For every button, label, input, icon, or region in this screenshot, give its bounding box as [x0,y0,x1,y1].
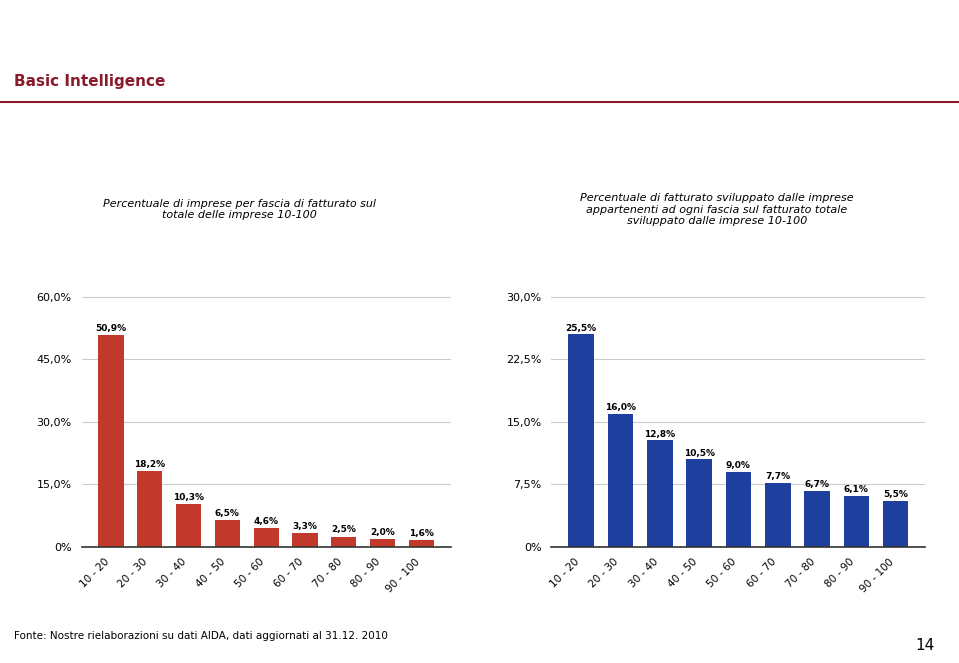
Text: 12,8%: 12,8% [644,430,675,439]
Text: 6,1%: 6,1% [844,485,869,495]
Text: Percentuale di fatturato sviluppato dalle imprese
appartenenti ad ogni fascia su: Percentuale di fatturato sviluppato dall… [580,193,854,226]
Bar [331,536,357,547]
Bar [99,335,124,547]
Text: Basic Intelligence: Basic Intelligence [14,74,166,90]
Bar [409,540,434,547]
Bar [370,538,395,547]
Text: 18,2%: 18,2% [134,460,165,469]
Bar [215,520,240,547]
Text: 9,0%: 9,0% [726,461,751,470]
Text: 7,7%: 7,7% [765,472,790,481]
Text: Fonte: Nostre rielaborazioni su dati AIDA, dati aggiornati al 31.12. 2010: Fonte: Nostre rielaborazioni su dati AID… [14,631,388,640]
Text: 1,6%: 1,6% [409,529,433,538]
Text: 25,5%: 25,5% [566,324,596,333]
Bar [292,533,317,547]
Bar [175,504,201,547]
Bar [253,528,279,547]
Text: 2,0%: 2,0% [370,528,395,536]
Text: Progetto strategico: basic intelligence, visione e posizionamenti: Progetto strategico: basic intelligence,… [14,26,619,44]
Bar [647,440,672,547]
Text: 10,5%: 10,5% [684,449,714,457]
Text: 4,6%: 4,6% [253,516,279,526]
Text: 6,7%: 6,7% [805,481,830,489]
Bar [687,459,712,547]
Bar [726,472,751,547]
Text: 2,5%: 2,5% [331,526,356,534]
Bar [137,471,162,547]
Text: 50,9%: 50,9% [95,324,127,333]
Bar [844,496,869,547]
Text: 5,5%: 5,5% [883,491,908,499]
Bar [765,483,790,547]
Text: Percentuale di imprese per fascia di fatturato sul
totale delle imprese 10-100: Percentuale di imprese per fascia di fat… [103,199,376,220]
Bar [608,414,633,547]
Bar [805,491,830,547]
Text: 16,0%: 16,0% [605,403,636,412]
Text: 11.  Identikit del Middle Market: segmentazione per fascia di fatturato: 11. Identikit del Middle Market: segment… [26,125,667,139]
Text: 10,3%: 10,3% [173,493,204,502]
Text: 14: 14 [916,638,935,653]
Text: 6,5%: 6,5% [215,509,240,518]
Bar [883,501,908,547]
Bar [569,334,594,547]
Text: 3,3%: 3,3% [292,522,317,531]
